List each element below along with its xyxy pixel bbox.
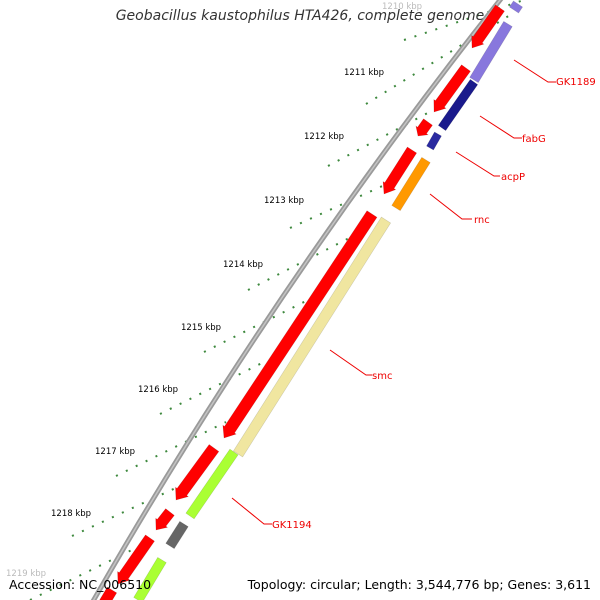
forward-gene — [433, 64, 471, 113]
forward-gene — [471, 4, 505, 49]
forward-gene — [415, 118, 433, 137]
scale-tick — [289, 177, 401, 229]
genome-title: Geobacillus kaustophilus HTA426, complet… — [115, 8, 485, 24]
gene-gk1194-next — [133, 557, 167, 600]
gene-gk1189 — [509, 0, 523, 14]
forward-gene — [117, 534, 155, 585]
kbp-label: 1219 kbp — [6, 569, 46, 579]
scale-tick — [71, 485, 181, 537]
forward-gene — [175, 444, 220, 501]
gene-fabg — [437, 79, 479, 131]
gene-label-gk1189: GK1189 — [556, 77, 596, 88]
kbp-label: 1213 kbp — [264, 196, 304, 206]
gene-gray — [165, 520, 189, 550]
gene-label-acpp: acpP — [501, 172, 525, 183]
kbp-label: 1215 kbp — [181, 323, 221, 333]
kbp-label: 1217 kbp — [95, 447, 135, 457]
forward-gene — [222, 210, 378, 439]
scale-tick — [247, 234, 356, 291]
gene-gk1194 — [185, 448, 239, 520]
gene-rnc — [391, 156, 431, 212]
gene-label-rnc: rnc — [474, 215, 490, 226]
kbp-label: 1210 kbp — [382, 2, 422, 12]
kbp-label: 1212 kbp — [304, 132, 344, 142]
gene-features — [99, 0, 523, 600]
callout-line — [455, 151, 500, 177]
gene-callouts — [231, 59, 556, 525]
kbp-label: 1218 kbp — [51, 509, 91, 519]
callout-line — [329, 349, 372, 376]
genome-backbone — [90, 0, 504, 600]
kbp-label: 1216 kbp — [138, 385, 178, 395]
callout-line — [479, 115, 522, 139]
scale-tick — [203, 297, 313, 353]
callout-line — [513, 59, 556, 83]
accession-text: Accession: NC_006510 — [9, 577, 152, 592]
scale-tick — [159, 359, 269, 415]
forward-gene — [99, 586, 118, 600]
gene-label-smc: smc — [372, 371, 392, 382]
forward-gene — [382, 146, 418, 195]
kbp-label: 1214 kbp — [223, 260, 263, 270]
scale-ticks — [29, 0, 528, 600]
scale-tick — [327, 99, 453, 167]
gene-label-gk1194: GK1194 — [272, 520, 312, 531]
gene-acpp — [426, 131, 442, 151]
scale-tick — [403, 0, 528, 41]
genome-summary-text: Topology: circular; Length: 3,544,776 bp… — [247, 577, 591, 592]
kbp-label: 1211 kbp — [344, 68, 384, 78]
gene-smc — [232, 216, 392, 458]
gene-label-fabg: fabG — [522, 134, 546, 145]
callout-line — [429, 193, 472, 220]
gene-gk1189 — [469, 20, 513, 84]
callout-line — [231, 497, 272, 525]
forward-gene — [155, 508, 175, 531]
